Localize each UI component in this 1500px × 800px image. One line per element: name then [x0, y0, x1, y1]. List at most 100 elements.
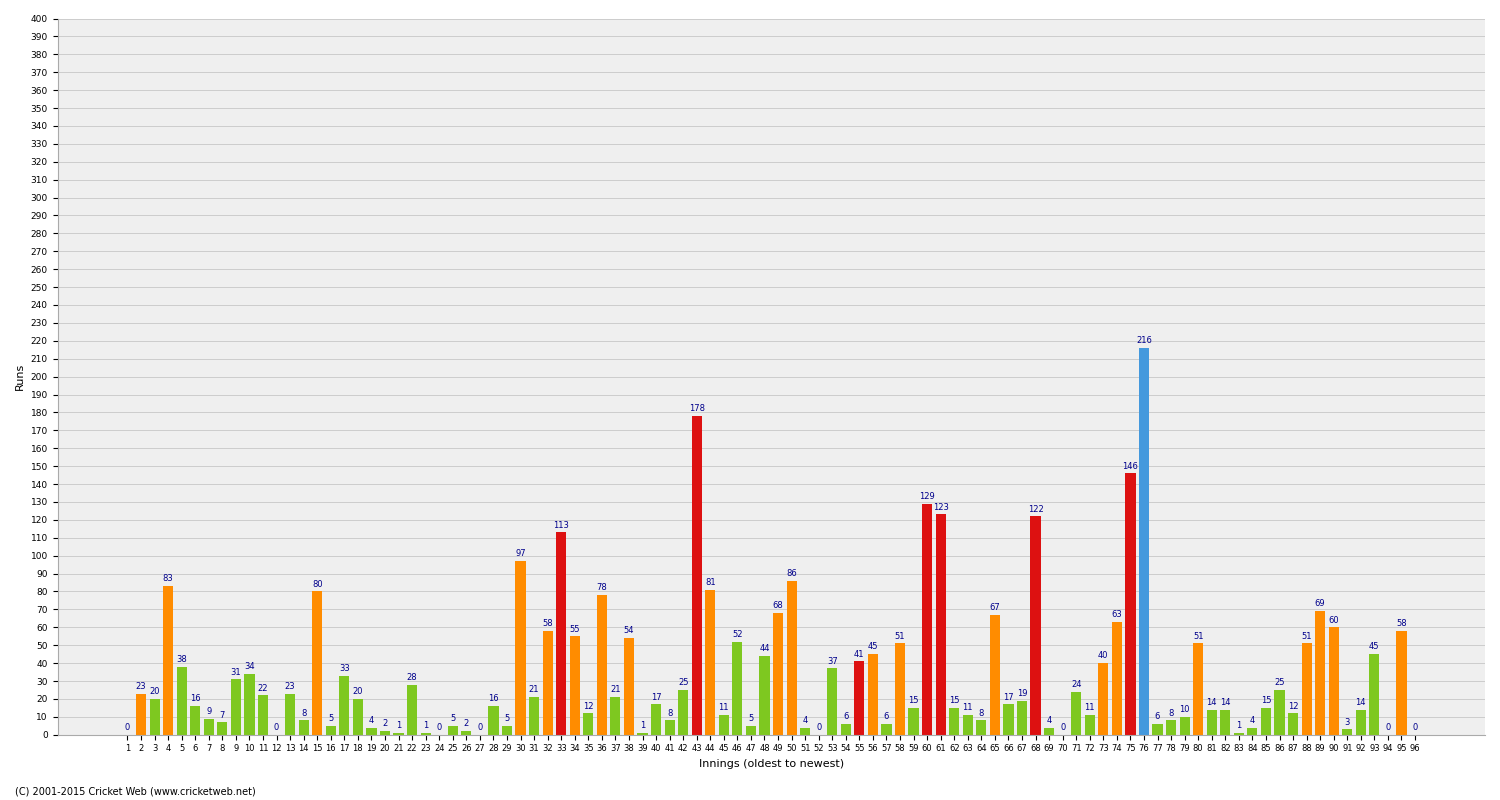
Text: 15: 15: [909, 696, 920, 705]
Bar: [1302, 643, 1311, 734]
Text: 24: 24: [1071, 680, 1082, 689]
Bar: [1288, 714, 1298, 734]
Bar: [692, 416, 702, 734]
Text: 11: 11: [963, 703, 974, 712]
Text: 4: 4: [1250, 716, 1256, 725]
Bar: [855, 662, 864, 734]
Bar: [1166, 720, 1176, 734]
X-axis label: Innings (oldest to newest): Innings (oldest to newest): [699, 759, 844, 769]
Text: 78: 78: [597, 583, 608, 592]
Text: 23: 23: [285, 682, 296, 691]
Bar: [380, 731, 390, 734]
Bar: [177, 666, 188, 734]
Text: 19: 19: [1017, 689, 1028, 698]
Text: 8: 8: [302, 709, 306, 718]
Text: 1: 1: [640, 722, 645, 730]
Bar: [909, 708, 918, 734]
Bar: [1342, 730, 1353, 734]
Bar: [1071, 692, 1082, 734]
Text: 5: 5: [328, 714, 333, 723]
Text: 6: 6: [884, 712, 890, 722]
Text: 60: 60: [1329, 616, 1340, 625]
Bar: [516, 561, 525, 734]
Bar: [610, 697, 621, 734]
Text: 15: 15: [1260, 696, 1270, 705]
Bar: [217, 722, 228, 734]
Bar: [651, 704, 662, 734]
Text: 51: 51: [1192, 632, 1203, 641]
Bar: [624, 638, 634, 734]
Text: 16: 16: [190, 694, 201, 703]
Text: 37: 37: [827, 657, 837, 666]
Text: 146: 146: [1122, 462, 1138, 470]
Text: 41: 41: [853, 650, 864, 658]
Text: 81: 81: [705, 578, 716, 587]
Bar: [420, 733, 430, 734]
Bar: [936, 514, 946, 734]
Bar: [556, 532, 567, 734]
Text: 45: 45: [867, 642, 877, 651]
Text: 2: 2: [382, 719, 387, 729]
Text: 8: 8: [978, 709, 984, 718]
Bar: [584, 714, 594, 734]
Bar: [896, 643, 904, 734]
Bar: [339, 676, 350, 734]
Text: 21: 21: [530, 686, 540, 694]
Text: 178: 178: [688, 404, 705, 414]
Text: 22: 22: [258, 684, 268, 693]
Text: 8: 8: [668, 709, 672, 718]
Text: 129: 129: [920, 492, 934, 501]
Text: 0: 0: [477, 723, 483, 732]
Text: 3: 3: [1344, 718, 1350, 726]
Bar: [638, 733, 648, 734]
Bar: [1084, 715, 1095, 734]
Text: 0: 0: [274, 723, 279, 732]
Text: 4: 4: [1047, 716, 1052, 725]
Text: 15: 15: [950, 696, 960, 705]
Bar: [772, 613, 783, 734]
Text: 38: 38: [177, 655, 188, 664]
Bar: [258, 695, 268, 734]
Text: 34: 34: [244, 662, 255, 671]
Bar: [244, 674, 255, 734]
Text: 55: 55: [570, 625, 580, 634]
Bar: [759, 656, 770, 734]
Bar: [732, 642, 742, 734]
Bar: [298, 720, 309, 734]
Bar: [164, 586, 172, 734]
Text: 17: 17: [651, 693, 662, 702]
Bar: [1044, 727, 1054, 734]
Bar: [718, 715, 729, 734]
Bar: [840, 724, 850, 734]
Text: 23: 23: [135, 682, 147, 691]
Text: 5: 5: [450, 714, 456, 723]
Text: 40: 40: [1098, 651, 1108, 661]
Bar: [1220, 710, 1230, 734]
Bar: [204, 718, 214, 734]
Bar: [1316, 611, 1324, 734]
Text: 63: 63: [1112, 610, 1122, 619]
Bar: [393, 733, 404, 734]
Text: 0: 0: [1413, 723, 1418, 732]
Text: 0: 0: [124, 723, 130, 732]
Bar: [1112, 622, 1122, 734]
Bar: [312, 591, 322, 734]
Bar: [460, 731, 471, 734]
Bar: [570, 636, 580, 734]
Bar: [827, 669, 837, 734]
Y-axis label: Runs: Runs: [15, 363, 26, 390]
Bar: [664, 720, 675, 734]
Bar: [489, 706, 498, 734]
Text: 25: 25: [678, 678, 688, 687]
Bar: [800, 727, 810, 734]
Text: 20: 20: [150, 687, 160, 696]
Bar: [366, 727, 376, 734]
Text: 5: 5: [748, 714, 753, 723]
Text: 1: 1: [396, 722, 400, 730]
Text: 86: 86: [786, 569, 796, 578]
Text: 0: 0: [1386, 723, 1390, 732]
Bar: [543, 631, 552, 734]
Bar: [786, 581, 796, 734]
Text: 2: 2: [464, 719, 470, 729]
Bar: [1275, 690, 1284, 734]
